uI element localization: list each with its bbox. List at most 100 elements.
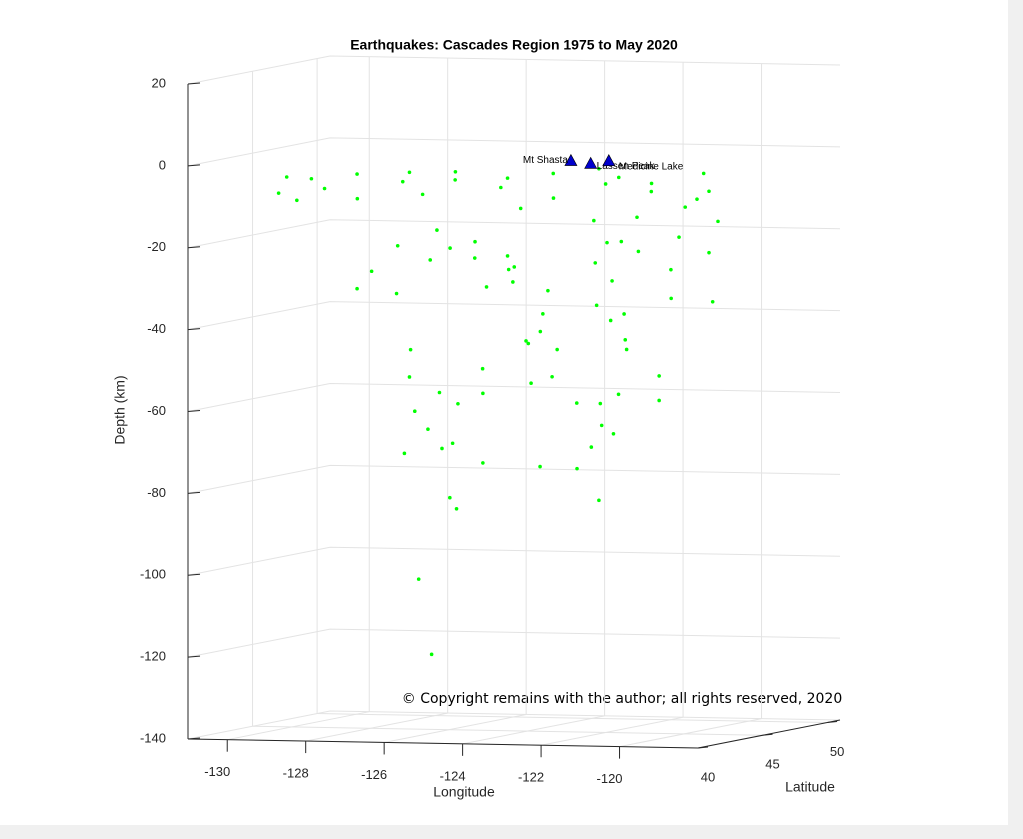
quake-point	[511, 280, 515, 284]
quake-point	[657, 374, 661, 378]
z-tick	[187, 491, 201, 494]
quake-point	[610, 279, 614, 283]
quake-point	[355, 196, 360, 201]
quake-point	[695, 197, 699, 201]
volcano-marker	[584, 156, 598, 169]
quake-point	[481, 391, 485, 396]
quake-point	[400, 179, 405, 184]
quake-point	[593, 261, 598, 265]
quake-point	[416, 577, 421, 581]
z-tick	[187, 82, 201, 85]
volcano-marker	[564, 153, 578, 166]
y-tick	[827, 721, 838, 724]
quake-point	[435, 228, 439, 232]
x-tick-label: -126	[361, 767, 387, 782]
grid-line	[187, 383, 841, 412]
quake-point	[429, 652, 434, 657]
quake-point	[408, 347, 413, 352]
quake-point	[555, 347, 559, 352]
quake-point	[473, 239, 477, 244]
z-tick-label: -140	[140, 730, 166, 745]
quake-point	[550, 374, 554, 379]
quake-point	[538, 464, 542, 469]
z-tick-label: -20	[147, 239, 166, 254]
quake-point	[716, 219, 720, 224]
x-tick-label: -122	[518, 770, 544, 785]
quake-point	[276, 191, 281, 195]
quake-point	[623, 338, 628, 342]
x-tick-label: -120	[597, 771, 623, 786]
grid-line	[316, 58, 828, 724]
z-tick	[187, 737, 201, 740]
quake-point	[603, 182, 608, 186]
grid-line	[462, 60, 606, 745]
grid-line	[187, 546, 841, 576]
x-tick-label: -124	[440, 768, 466, 783]
quake-point	[574, 401, 579, 405]
quake-point	[710, 299, 715, 304]
quake-point	[472, 256, 477, 260]
quake-point	[453, 169, 458, 174]
quake-point	[529, 381, 533, 386]
figure-background	[0, 0, 1008, 825]
quake-point	[551, 196, 556, 200]
quake-point	[608, 318, 613, 323]
quake-point	[309, 176, 314, 181]
quake-point	[551, 171, 556, 176]
quake-point	[622, 312, 626, 316]
quake-point	[575, 466, 579, 471]
quake-point	[484, 285, 489, 289]
volcano-label: Mt Shasta	[523, 155, 568, 166]
quake-point	[624, 347, 629, 352]
grid-line	[619, 63, 763, 748]
quake-point	[538, 329, 543, 334]
quake-point	[448, 246, 452, 250]
quake-point	[616, 392, 621, 397]
quake-point	[355, 286, 359, 291]
quake-point	[453, 178, 457, 182]
quake-point	[402, 451, 407, 456]
quake-point	[407, 375, 412, 379]
quake-point	[412, 409, 417, 414]
quake-point	[707, 189, 711, 194]
quake-point	[619, 239, 624, 244]
quake-point	[669, 267, 673, 272]
grid-line	[187, 628, 841, 658]
z-tick	[187, 573, 201, 576]
copyright-annotation: © Copyright remains with the author; all…	[402, 691, 842, 707]
quake-point	[437, 390, 442, 395]
quake-point	[426, 427, 430, 432]
quake-point	[505, 254, 510, 258]
y-tick-label: 40	[701, 769, 715, 784]
y-axis-label: Latitude	[785, 779, 835, 795]
quake-point	[512, 265, 517, 269]
y-tick	[697, 746, 709, 749]
quake-point	[649, 189, 654, 194]
quake-point	[683, 205, 688, 209]
grid-line	[305, 58, 449, 742]
quake-point	[450, 441, 455, 446]
quake-point	[598, 401, 603, 406]
quake-point	[597, 498, 601, 503]
quake-point	[456, 401, 460, 406]
quake-point	[322, 186, 327, 191]
quake-point	[499, 185, 503, 190]
quake-point	[526, 341, 531, 346]
quake-point	[636, 249, 641, 254]
z-tick-label: -100	[140, 567, 166, 582]
quake-point	[394, 291, 399, 296]
quake-point	[592, 218, 596, 223]
z-tick	[187, 655, 201, 658]
x-axis-label: Longitude	[433, 784, 495, 800]
grid-line	[384, 59, 527, 743]
quake-point	[597, 166, 601, 171]
quake-point	[395, 243, 400, 248]
z-axis-label: Depth (km)	[112, 375, 128, 444]
quake-point	[541, 312, 545, 316]
quake-point	[649, 181, 654, 186]
volcano-marker	[602, 154, 616, 166]
y-tick-label: 45	[765, 757, 779, 772]
quake-point	[616, 175, 621, 180]
